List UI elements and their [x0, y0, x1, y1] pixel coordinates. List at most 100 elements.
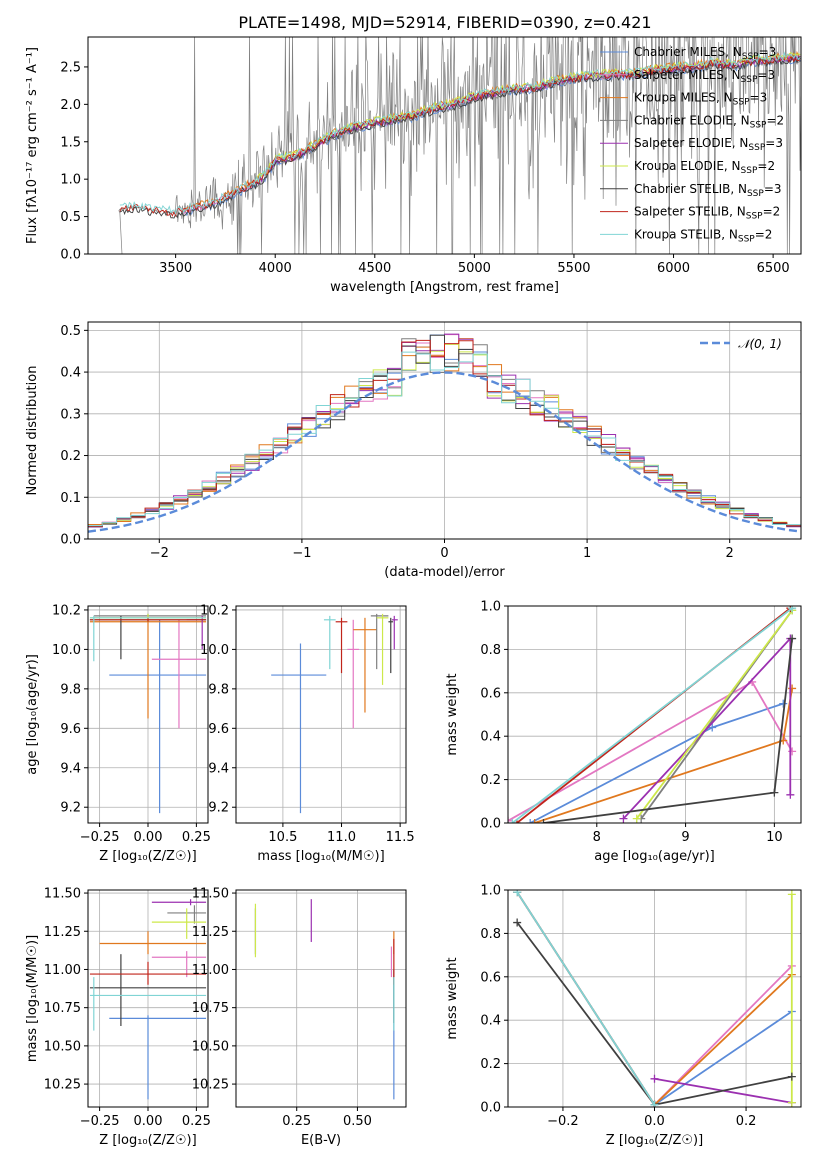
y-tick-label: 11.25 — [192, 925, 229, 940]
x-axis-label: Z [log₁₀(Z/Z☉)] — [99, 1133, 196, 1148]
x-tick-label: −0.25 — [80, 830, 120, 845]
x-tick-label: 0.25 — [282, 1114, 311, 1129]
x-tick-label: 0.00 — [134, 830, 163, 845]
weight-marker — [779, 699, 788, 708]
mass-vs-EBV-plot-area — [254, 899, 395, 1100]
y-axis-label: mass weight — [445, 673, 460, 755]
y-tick-label: 9.2 — [60, 801, 81, 816]
weight-marker — [508, 819, 517, 823]
weight-vs-age-frame — [507, 605, 802, 824]
y-tick-label: 11.50 — [192, 887, 229, 902]
figure-title: PLATE=1498, MJD=52914, FIBERID=0390, z=0… — [238, 13, 651, 32]
y-tick-label: 11.00 — [44, 963, 81, 978]
spectrum-axes: 3500 4000 4500 5000 5500 6000 6500 0.0 0.5 1.0 1.5… — [25, 47, 790, 295]
weight-marker — [788, 606, 797, 613]
y-tick-label: 1.0 — [480, 884, 501, 899]
mass-vs-EBV-frame — [235, 889, 407, 1108]
y-axis-label: Flux [fλ10⁻¹⁷ erg cm⁻² s⁻¹ A⁻¹] — [25, 47, 40, 244]
age-vs-mass-frame — [235, 605, 407, 824]
y-axis-label: Normed distribution — [25, 366, 40, 496]
y-tick-label: 0.0 — [60, 533, 81, 548]
weight-vs-Z-frame — [507, 889, 802, 1108]
weight-marker — [787, 1072, 796, 1081]
residuals-plot-area — [88, 333, 801, 533]
y-tick-label: 0.3 — [60, 407, 81, 422]
x-tick-label: 10 — [766, 830, 783, 845]
y-tick-label: 0.5 — [60, 324, 81, 339]
y-tick-label: 11.50 — [44, 887, 81, 902]
legend-label: Kroupa ELODIE, NSSP=2 — [634, 159, 775, 176]
weight-marker — [770, 788, 779, 797]
y-tick-label: 10.25 — [192, 1078, 229, 1093]
weight-vs-age-plot-area — [508, 606, 797, 823]
mass-vs-EBV-axes: 0.25 0.50 10.25 10.50 10.75 11.00 11.25 11.50 E(… — [192, 887, 406, 1148]
weight-line — [529, 702, 784, 823]
x-tick-label: 2 — [726, 546, 734, 561]
y-axis-label: age [log₁₀(age/yr)] — [25, 654, 40, 775]
x-tick-label: 0 — [440, 546, 448, 561]
x-tick-label: 4500 — [358, 261, 391, 276]
weight-line — [653, 973, 793, 1106]
y-tick-label: 0.8 — [480, 927, 501, 942]
y-tick-label: 1.0 — [60, 173, 81, 188]
y-axis-label: mass weight — [445, 957, 460, 1039]
x-tick-label: −2 — [150, 546, 169, 561]
mass-vs-Z-axes: −0.25 0.00 0.25 10.25 10.50 10.75 11.00 11.25 11… — [25, 887, 211, 1148]
normal-curve — [88, 371, 801, 533]
y-tick-label: 9.6 — [208, 722, 229, 737]
y-tick-label: 0.2 — [60, 449, 81, 464]
weight-marker — [619, 814, 628, 823]
y-tick-label: 10.2 — [200, 603, 229, 618]
mass-vs-Z-plot-area — [89, 899, 207, 1100]
y-tick-label: 9.6 — [60, 722, 81, 737]
spectrum-plot-area — [118, 37, 801, 254]
y-tick-label: 0.0 — [60, 248, 81, 263]
data-spectrum-line — [118, 37, 801, 254]
weight-marker — [632, 814, 641, 823]
legend-label: Kroupa MILES, NSSP=3 — [634, 91, 767, 108]
weight-marker — [708, 723, 717, 732]
y-tick-label: 0.8 — [480, 643, 501, 658]
x-tick-label: −0.2 — [547, 1114, 579, 1129]
weight-line — [622, 636, 792, 820]
y-tick-label: 9.8 — [60, 682, 81, 697]
weight-line — [516, 891, 656, 1106]
weight-line — [653, 965, 793, 1106]
legend-label: Chabrier ELODIE, NSSP=2 — [634, 113, 784, 130]
weight-marker — [526, 819, 535, 823]
legend-label: Kroupa STELIB, NSSP=2 — [634, 227, 772, 244]
y-tick-label: 11.25 — [44, 925, 81, 940]
x-tick-label: 10.5 — [268, 830, 297, 845]
model-spectrum-line — [119, 51, 801, 216]
weight-line — [635, 609, 793, 820]
y-tick-label: 10.50 — [44, 1039, 81, 1054]
y-tick-label: 0.4 — [480, 1014, 501, 1029]
x-axis-label: (data-model)/error — [384, 565, 505, 580]
age-vs-mass-axes: 10.5 11.0 11.5 9.2 9.4 9.6 9.8 10.0 10.2 mass [lo… — [200, 603, 415, 864]
y-tick-label: 9.4 — [60, 761, 81, 776]
legend-label: 𝒩(0, 1) — [738, 337, 782, 351]
y-tick-label: 10.0 — [200, 643, 229, 658]
spectrum-frame — [87, 36, 802, 255]
y-tick-label: 0.6 — [480, 686, 501, 701]
weight-marker — [788, 684, 797, 693]
x-tick-label: 0.0 — [644, 1114, 665, 1129]
x-tick-label: −1 — [292, 546, 311, 561]
y-axis-label: mass [log₁₀(M/M☉)] — [25, 935, 40, 1062]
weight-vs-age-axes: 8 9 10 0.0 0.2 0.4 0.6 0.8 1.0 age [log₁₀(age/yr)… — [445, 600, 801, 864]
x-axis-label: mass [log₁₀(M/M☉)] — [257, 849, 384, 864]
y-tick-label: 10.50 — [192, 1039, 229, 1054]
residuals-frame — [87, 321, 802, 540]
weight-marker — [787, 890, 796, 899]
residuals-legend: 𝒩(0, 1) — [700, 337, 782, 351]
weight-vs-Z-grid — [508, 889, 801, 1108]
weight-marker — [650, 1074, 659, 1083]
x-axis-label: Z [log₁₀(Z/Z☉)] — [606, 1133, 703, 1148]
weight-marker — [787, 1098, 796, 1107]
legend-label: Salpeter MILES, NSSP=3 — [634, 68, 775, 85]
legend-label: Chabrier MILES, NSSP=3 — [634, 45, 776, 62]
x-tick-label: 4000 — [259, 261, 292, 276]
y-tick-label: 0.2 — [480, 1057, 501, 1072]
x-tick-label: 0.00 — [134, 1114, 163, 1129]
